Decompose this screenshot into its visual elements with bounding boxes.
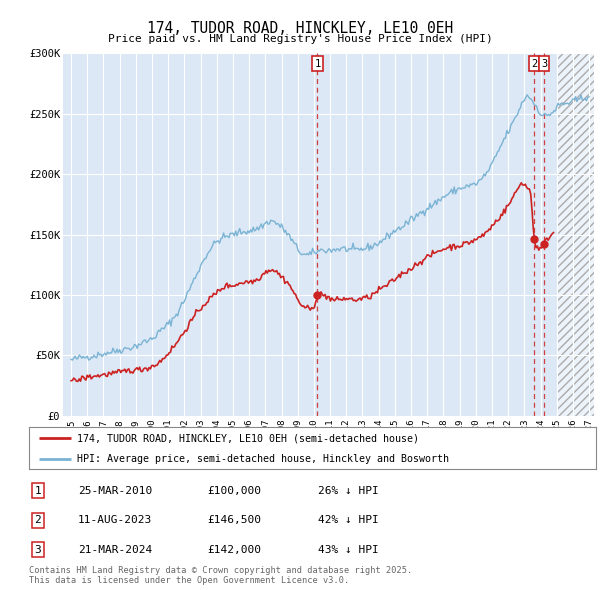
- Text: 43% ↓ HPI: 43% ↓ HPI: [318, 545, 379, 555]
- Text: 26% ↓ HPI: 26% ↓ HPI: [318, 486, 379, 496]
- Text: 21-MAR-2024: 21-MAR-2024: [78, 545, 152, 555]
- Text: HPI: Average price, semi-detached house, Hinckley and Bosworth: HPI: Average price, semi-detached house,…: [77, 454, 449, 464]
- Text: 174, TUDOR ROAD, HINCKLEY, LE10 0EH (semi-detached house): 174, TUDOR ROAD, HINCKLEY, LE10 0EH (sem…: [77, 434, 419, 444]
- Text: £100,000: £100,000: [207, 486, 261, 496]
- Text: 2: 2: [34, 516, 41, 525]
- Text: 174, TUDOR ROAD, HINCKLEY, LE10 0EH: 174, TUDOR ROAD, HINCKLEY, LE10 0EH: [147, 21, 453, 35]
- Text: 1: 1: [34, 486, 41, 496]
- Text: 3: 3: [34, 545, 41, 555]
- Bar: [557, 53, 594, 416]
- Bar: [557, 53, 594, 416]
- Text: Price paid vs. HM Land Registry's House Price Index (HPI): Price paid vs. HM Land Registry's House …: [107, 34, 493, 44]
- Text: 2: 2: [531, 58, 538, 68]
- Text: 25-MAR-2010: 25-MAR-2010: [78, 486, 152, 496]
- Text: 42% ↓ HPI: 42% ↓ HPI: [318, 516, 379, 525]
- Text: £142,000: £142,000: [207, 545, 261, 555]
- Text: 3: 3: [541, 58, 547, 68]
- Text: 1: 1: [314, 58, 320, 68]
- Text: Contains HM Land Registry data © Crown copyright and database right 2025.
This d: Contains HM Land Registry data © Crown c…: [29, 566, 412, 585]
- Text: £146,500: £146,500: [207, 516, 261, 525]
- Text: 11-AUG-2023: 11-AUG-2023: [78, 516, 152, 525]
